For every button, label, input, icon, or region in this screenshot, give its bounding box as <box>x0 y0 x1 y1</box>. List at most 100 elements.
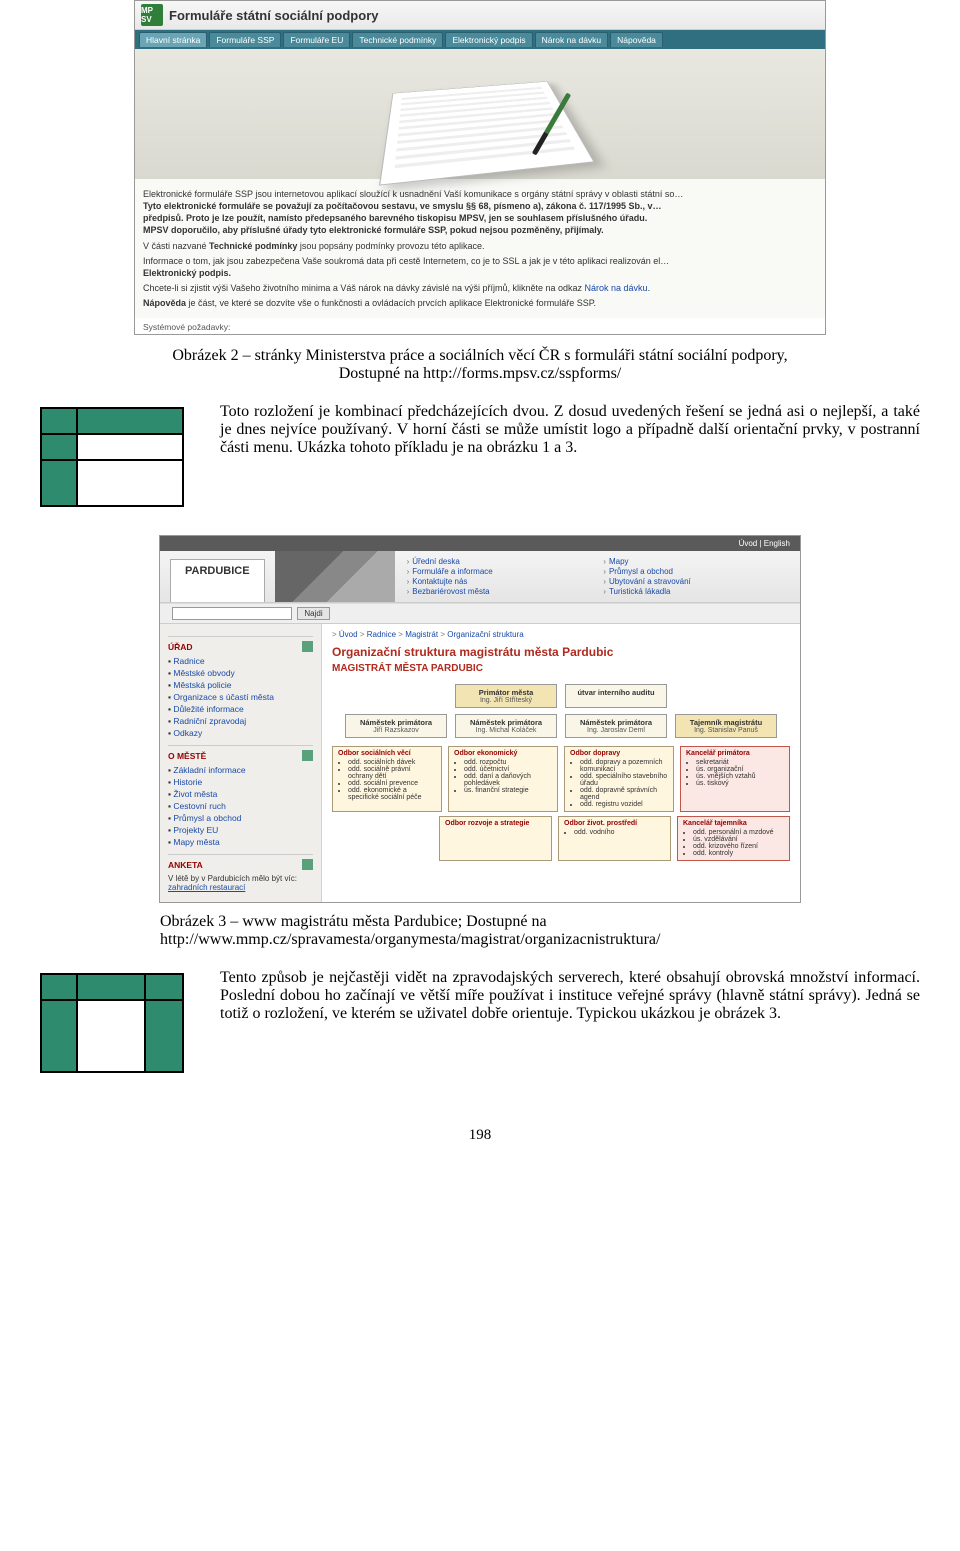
mpsv-tabs: Hlavní stránka Formuláře SSP Formuláře E… <box>135 30 825 49</box>
page-number: 198 <box>40 1127 920 1144</box>
sidebar-item[interactable]: Důležité informace <box>173 704 243 714</box>
text-bold: MPSV doporučilo, aby příslušné úřady tyt… <box>143 225 604 235</box>
ql-1[interactable]: Mapy <box>609 557 629 566</box>
pardubice-header: PARDUBICE ›Úřední deska ›Mapy ›Formuláře… <box>160 551 800 603</box>
caption-line2: http://www.mmp.cz/spravamesta/organymest… <box>160 931 660 948</box>
ql-6[interactable]: Bezbariérovost města <box>412 587 489 596</box>
paragraph-2: Tento způsob je nejčastěji vidět na zpra… <box>220 969 920 1023</box>
layout-sketch-2 <box>40 973 184 1073</box>
mpsv-body: Elektronické formuláře SSP jsou internet… <box>135 179 825 318</box>
side-list-2: Základní informace Historie Život města … <box>168 764 313 848</box>
mpsv-p2: V části nazvané Technické podmínky jsou … <box>143 240 817 252</box>
org-audit: útvar interního auditu <box>565 684 667 708</box>
sidebar-item[interactable]: Projekty EU <box>173 825 218 835</box>
sidebar-item[interactable]: Cestovní ruch <box>173 801 225 811</box>
sidebar-item[interactable]: Průmysl a obchod <box>173 813 241 823</box>
search-button[interactable]: Najdi <box>297 607 329 620</box>
tab-home[interactable]: Hlavní stránka <box>139 32 207 47</box>
expand-icon[interactable] <box>302 750 313 761</box>
text: . <box>648 283 651 293</box>
text-bold: Nápověda <box>143 298 186 308</box>
dept-box: Odbor rozvoje a strategie <box>439 816 552 861</box>
crumb-link[interactable]: Úvod <box>339 630 358 639</box>
dept-box: Odbor dopravy odd. dopravy a pozemních k… <box>564 746 674 812</box>
crumb-link[interactable]: Magistrát <box>405 630 438 639</box>
mpsv-logo-icon: MP SV <box>141 4 163 26</box>
breadcrumb: > Úvod > Radnice > Magistrát > Organizač… <box>332 630 790 639</box>
pardubice-topbar: Úvod | English <box>160 536 800 551</box>
org-chart: Primátor města Ing. Jiří Stříteský útvar… <box>332 684 790 861</box>
dept-box: Odbor život. prostředíodd. vodního <box>558 816 671 861</box>
expand-icon[interactable] <box>302 641 313 652</box>
ql-0[interactable]: Úřední deska <box>412 557 460 566</box>
ql-2[interactable]: Formuláře a informace <box>412 567 492 576</box>
side-hdr-omeste: O MĚSTĚ <box>168 745 313 761</box>
sidebar-item[interactable]: Organizace s účastí města <box>173 692 274 702</box>
city-tab[interactable]: PARDUBICE <box>170 559 265 602</box>
text: jsou popsány podmínky provozu této aplik… <box>297 241 484 251</box>
anketa-link[interactable]: zahradních restaurací <box>168 883 313 892</box>
text: Chcete-li si zjistit výši Vašeho životní… <box>143 283 585 293</box>
org-depts-row1: Odbor sociálních věcí odd. sociálních dá… <box>332 746 790 812</box>
text-bold: Tyto elektronické formuláře se považují … <box>143 201 662 211</box>
text-bold: Technické podmínky <box>209 241 297 251</box>
anketa-text: V létě by v Pardubicích mělo být víc: za… <box>168 874 313 892</box>
sidebar-item[interactable]: Základní informace <box>173 765 245 775</box>
mpsv-title: Formuláře státní sociální podpory <box>169 8 378 23</box>
screenshot-mpsv: MP SV Formuláře státní sociální podpory … <box>134 0 826 335</box>
org-primator: Primátor města Ing. Jiří Stříteský <box>455 684 557 708</box>
ql-3[interactable]: Průmysl a obchod <box>609 567 673 576</box>
caption-line1: Obrázek 3 – www magistrátu města Pardubi… <box>160 913 547 930</box>
link-text: Nárok na dávku <box>585 283 648 293</box>
layout-sketch-1 <box>40 407 184 507</box>
expand-icon[interactable] <box>302 859 313 870</box>
text: V části nazvané <box>143 241 209 251</box>
tab-tech[interactable]: Technické podmínky <box>352 32 443 47</box>
caption-line2: Dostupné na http://forms.mpsv.cz/sspform… <box>339 365 622 382</box>
sidebar-item[interactable]: Mapy města <box>173 837 219 847</box>
mpsv-p4: Chcete-li si zjistit výši Vašeho životní… <box>143 282 817 294</box>
org-tajemnik: Tajemník magistrátuIng. Stanislav Panuš <box>675 714 777 738</box>
search-row: Najdi <box>160 603 800 624</box>
sidebar: ÚŘAD Radnice Městské obvody Městská poli… <box>160 624 322 902</box>
tab-eu[interactable]: Formuláře EU <box>283 32 350 47</box>
text: Informace o tom, jak jsou zabezpečena Va… <box>143 256 669 266</box>
sidebar-item[interactable]: Historie <box>173 777 202 787</box>
sidebar-item[interactable]: Radnice <box>173 656 204 666</box>
search-input[interactable] <box>172 607 292 620</box>
ql-5[interactable]: Ubytování a stravování <box>609 577 691 586</box>
ql-4[interactable]: Kontaktujte nás <box>412 577 467 586</box>
tab-benefit[interactable]: Nárok na dávku <box>535 32 609 47</box>
pardubice-main: ÚŘAD Radnice Městské obvody Městská poli… <box>160 624 800 902</box>
crumb-link[interactable]: Radnice <box>367 630 396 639</box>
sidebar-item[interactable]: Radniční zpravodaj <box>173 716 246 726</box>
text: je část, ve které se dozvíte vše o funkč… <box>186 298 596 308</box>
sidebar-item[interactable]: Odkazy <box>173 728 202 738</box>
org-namestek: Náměstek primátoraJiří Razskazov <box>345 714 447 738</box>
block-sketch-1: Toto rozložení je kombinací předcházejíc… <box>40 403 920 511</box>
text-bold: předpisů. Proto je lze použít, namísto p… <box>143 213 647 223</box>
tab-help[interactable]: Nápověda <box>610 32 663 47</box>
sidebar-item[interactable]: Městské obvody <box>173 668 234 678</box>
caption-fig2: Obrázek 2 – stránky Ministerstva práce a… <box>80 347 880 383</box>
dept-box: Odbor ekonomický odd. rozpočtuodd. účetn… <box>448 746 558 812</box>
document-page: MP SV Formuláře státní sociální podpory … <box>0 0 960 1184</box>
side-hdr-anketa: ANKETA <box>168 854 313 870</box>
mpsv-p1: Elektronické formuláře SSP jsou internet… <box>143 188 817 237</box>
mpsv-header: MP SV Formuláře státní sociální podpory <box>135 1 825 30</box>
city-photo <box>275 551 395 602</box>
paragraph-1: Toto rozložení je kombinací předcházejíc… <box>220 403 920 457</box>
crumb-link[interactable]: Organizační struktura <box>447 630 523 639</box>
tab-ssp[interactable]: Formuláře SSP <box>209 32 281 47</box>
text: Elektronické formuláře SSP jsou internet… <box>143 189 683 199</box>
page-subtitle: MAGISTRÁT MĚSTA PARDUBIC <box>332 663 790 674</box>
side-list-1: Radnice Městské obvody Městská policie O… <box>168 655 313 739</box>
ql-7[interactable]: Turistická lákadla <box>609 587 671 596</box>
sidebar-item[interactable]: Život města <box>173 789 217 799</box>
mpsv-p3: Informace o tom, jak jsou zabezpečena Va… <box>143 255 817 279</box>
sidebar-item[interactable]: Městská policie <box>173 680 231 690</box>
tab-sign[interactable]: Elektronický podpis <box>445 32 532 47</box>
dept-box: Kancelář tajemníkaodd. personální a mzdo… <box>677 816 790 861</box>
caption-fig3: Obrázek 3 – www magistrátu města Pardubi… <box>160 913 880 949</box>
mpsv-hero <box>135 49 825 179</box>
